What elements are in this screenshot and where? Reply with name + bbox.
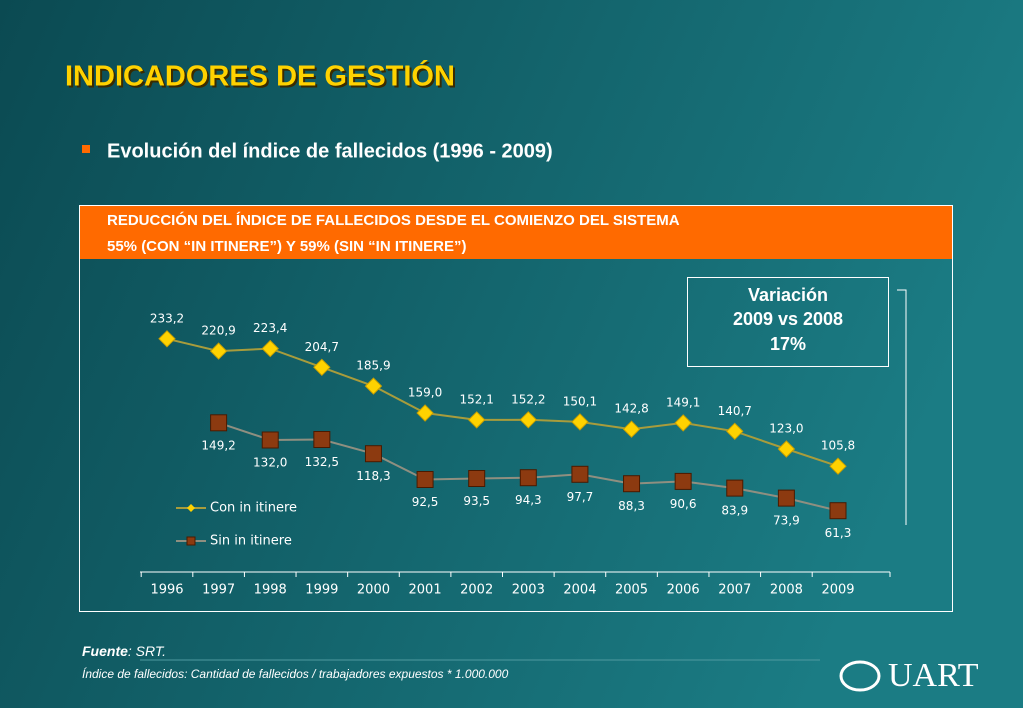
variation-text: Variación (748, 285, 828, 305)
point (777, 489, 795, 507)
data-label: 152,2 (511, 392, 545, 406)
point (261, 431, 279, 449)
source: Fuente: SRT. (82, 643, 166, 659)
data-label: 142,8 (614, 402, 648, 416)
legend-marker (187, 504, 195, 512)
point (210, 414, 228, 432)
plot: 1996 1997 1998 1999 2000 2001 2002 2003 2004 2005… (140, 311, 891, 598)
x-tick-label: 2001 (409, 583, 442, 598)
x-tick-label: 1997 (202, 583, 235, 598)
data-label: 92,5 (412, 495, 439, 509)
data-label: 61,3 (825, 526, 852, 540)
data-label: 118,3 (356, 469, 390, 483)
banner (80, 206, 952, 259)
point (416, 404, 434, 422)
data-label: 73,9 (773, 514, 800, 528)
point (468, 470, 486, 487)
data-label: 97,7 (567, 490, 594, 504)
point (829, 457, 847, 475)
x-tick-label: 2006 (667, 583, 700, 598)
data-label: 149,1 (666, 395, 700, 409)
data-label: 233,2 (150, 311, 184, 325)
point (777, 440, 796, 458)
legend-label: Con in itinere (210, 501, 297, 516)
point (726, 422, 744, 441)
series-line (166, 337, 839, 468)
logo-emblem (839, 660, 881, 692)
point (674, 414, 692, 432)
note: Índice de fallecidos: Cantidad de fallec… (82, 666, 509, 681)
data-label: 94,3 (515, 493, 542, 507)
x-tick-label: 2002 (460, 583, 493, 598)
data-label: 185,9 (356, 359, 390, 373)
point (622, 420, 641, 438)
bracket (897, 289, 907, 525)
point (364, 445, 382, 463)
chart-frame (79, 205, 953, 612)
point (416, 471, 434, 488)
banner-line: 55% (CON “IN ITINERE”) Y 59% (SIN “IN IT… (107, 238, 467, 255)
data-label: 223,4 (253, 321, 287, 335)
point (209, 342, 228, 360)
point (313, 358, 331, 377)
data-label: 132,5 (305, 455, 339, 469)
point (313, 431, 331, 448)
x-tick-label: 2004 (563, 583, 596, 598)
source-label: Fuente (82, 643, 128, 659)
logo: UART (888, 657, 979, 694)
point (674, 472, 692, 490)
source-text: : SRT. (128, 643, 166, 659)
data-label: 204,7 (305, 340, 339, 354)
x-tick-label: 2009 (821, 583, 854, 598)
data-label: 123,0 (769, 422, 803, 436)
data-label: 83,9 (721, 504, 748, 518)
bullet-text: Evolución del índice de fallecidos (1996… (107, 140, 553, 162)
point (571, 413, 589, 431)
point (623, 475, 641, 493)
point (261, 339, 279, 358)
data-label: 93,5 (463, 494, 490, 508)
x-tick-label: 1998 (254, 583, 287, 598)
point (519, 411, 538, 429)
title: INDICADORES DE GESTIÓN (65, 59, 455, 93)
data-label: 105,8 (821, 439, 855, 453)
point (571, 465, 589, 483)
legend-label: Sin in itinere (210, 534, 292, 549)
bullet-icon (82, 145, 90, 153)
data-label: 132,0 (253, 456, 287, 470)
data-label: 90,6 (670, 497, 697, 511)
variation-text: 17% (770, 334, 806, 354)
x-tick-label: 2003 (512, 583, 545, 598)
point (519, 469, 537, 487)
point (364, 377, 383, 395)
variation-box (687, 277, 889, 367)
data-label: 140,7 (718, 404, 752, 418)
x-tick-label: 1996 (150, 583, 183, 598)
point (467, 411, 486, 429)
x-tick-label: 1999 (305, 583, 338, 598)
variation-text: 2009 vs 2008 (733, 309, 843, 329)
data-label: 152,1 (460, 392, 494, 406)
x-tick-label: 2000 (357, 583, 390, 598)
data-label: 88,3 (618, 499, 645, 513)
point (829, 502, 847, 520)
x-tick-label: 2005 (615, 583, 648, 598)
data-label: 159,0 (408, 386, 442, 400)
point (726, 479, 744, 497)
point (158, 330, 176, 348)
x-tick-label: 2008 (770, 583, 803, 598)
data-label: 150,1 (563, 394, 597, 408)
banner-line: REDUCCIÓN DEL ÍNDICE DE FALLECIDOS DESDE… (107, 211, 680, 229)
legend-marker (186, 536, 196, 546)
x-tick-label: 2007 (718, 583, 751, 598)
data-label: 149,2 (201, 438, 235, 452)
title-shadow: INDICADORES DE GESTIÓN (67, 61, 457, 95)
data-label: 220,9 (201, 324, 235, 338)
